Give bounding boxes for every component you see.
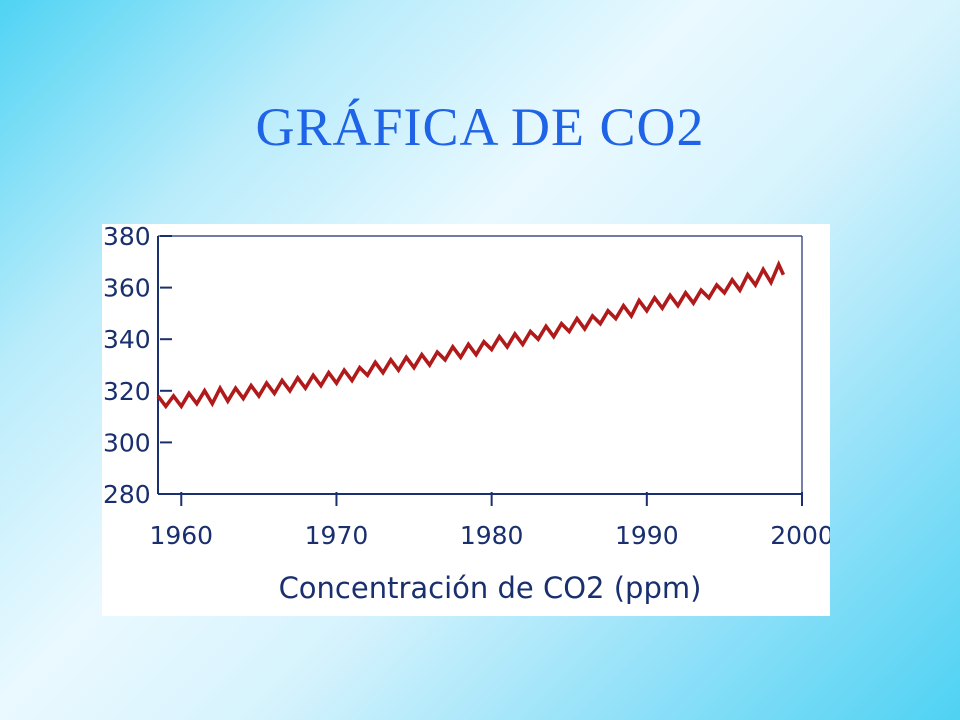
y-tick-label: 380 [103,224,151,251]
y-tick-label: 280 [103,480,151,509]
x-tick-label: 1980 [460,521,524,550]
co2-series-line [156,259,786,410]
y-tick-label: 320 [103,377,151,406]
y-tick-label: 340 [103,325,151,354]
x-tick-label: 1960 [149,521,213,550]
co2-chart-panel: 280 300 320 340 360 380 1960 1970 1980 1990 2000 Co… [102,224,830,616]
y-tick-label: 360 [103,274,151,303]
x-tick-label: 2000 [770,521,830,550]
slide-title: GRÁFICA DE CO2 [255,97,705,157]
y-tick-label: 300 [103,428,151,457]
x-axis-label: Concentración de CO2 (ppm) [279,571,702,605]
co2-line-chart: 280 300 320 340 360 380 1960 1970 1980 1990 2000 Co… [103,224,830,605]
x-tick-label: 1990 [615,521,679,550]
x-tick-label: 1970 [305,521,369,550]
